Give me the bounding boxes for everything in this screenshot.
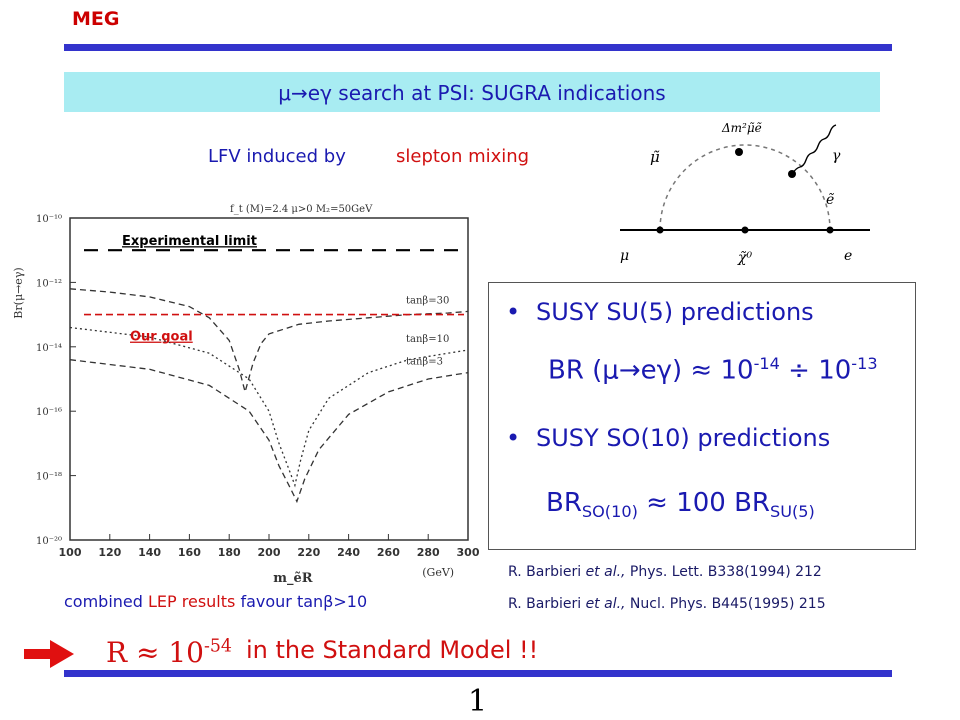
predictions-box bbox=[488, 282, 916, 550]
vertex-mid bbox=[741, 226, 749, 234]
vertex-left bbox=[656, 226, 664, 234]
chart-header: f_t (M)=2.4 μ>0 M₂=50GeV bbox=[230, 204, 373, 215]
x-tick-label: 140 bbox=[138, 546, 161, 559]
series-label-1: tanβ=30 bbox=[406, 295, 449, 306]
series-line-3 bbox=[69, 359, 469, 504]
annotation-label-2: Our goal bbox=[130, 330, 193, 345]
title-bar: μ→eγ search at PSI: SUGRA indications bbox=[64, 72, 880, 112]
label-muon: μ bbox=[620, 248, 629, 264]
x-tick-label: 240 bbox=[337, 546, 360, 559]
slide-title: μ→eγ search at PSI: SUGRA indications bbox=[278, 81, 666, 105]
series-line-2 bbox=[69, 326, 469, 488]
br-vs-mass-chart: f_t (M)=2.4 μ>0 M₂=50GeV 100 120 140 160 180 2… bbox=[12, 204, 480, 586]
scalar-loop bbox=[659, 144, 831, 231]
top-rule bbox=[64, 44, 892, 51]
x-tick-label: 280 bbox=[417, 546, 440, 559]
label-photon: γ bbox=[832, 148, 841, 164]
x-tick-label: 200 bbox=[258, 546, 281, 559]
y-tick-label: 10⁻¹² bbox=[36, 278, 62, 289]
label-electron: e bbox=[844, 248, 852, 264]
lfv-highlight: slepton mixing bbox=[396, 146, 530, 167]
x-tick-label: 180 bbox=[218, 546, 241, 559]
annotation-label-1: Experimental limit bbox=[122, 234, 257, 249]
y-tick-label: 10⁻¹⁸ bbox=[36, 472, 62, 483]
reference-1: R. Barbieri et al., Phys. Lett. B338(199… bbox=[508, 564, 822, 580]
so10-title: SUSY SO(10) predictions bbox=[536, 424, 831, 452]
lfv-prefix: LFV induced by bbox=[208, 146, 346, 167]
reference-2: R. Barbieri et al., Nucl. Phys. B445(199… bbox=[508, 596, 826, 612]
x-tick-label: 160 bbox=[178, 546, 201, 559]
y-axis-label: Br(μ→eγ) bbox=[12, 267, 25, 318]
x-tick-label: 100 bbox=[59, 546, 82, 559]
su5-formula: BR (μ→eγ) ≈ 10-14 ÷ 10-13 bbox=[548, 354, 878, 386]
series-label-3: tanβ=3 bbox=[406, 357, 443, 368]
label-smuon: μ̃ bbox=[650, 148, 660, 166]
y-tick-label: 10⁻¹⁴ bbox=[36, 343, 62, 354]
x-axis-label: m_ẽR bbox=[273, 571, 313, 586]
label-neutralino: χ̃⁰ bbox=[737, 250, 752, 266]
red-arrow-icon bbox=[24, 640, 74, 668]
y-tick-label: 10⁻¹⁰ bbox=[36, 214, 62, 225]
y-tick-label: 10⁻²⁰ bbox=[36, 536, 62, 547]
bullet-so10: • bbox=[506, 424, 521, 452]
x-tick-label: 120 bbox=[98, 546, 121, 559]
mass-insertion-dot bbox=[735, 148, 743, 156]
x-tick-label: 220 bbox=[297, 546, 320, 559]
lep-caption: combined LEP results favour tanβ>10 bbox=[64, 592, 368, 611]
x-tick-label: 300 bbox=[457, 546, 480, 559]
bullet-su5: • bbox=[506, 298, 521, 326]
header-label: MEG bbox=[72, 8, 120, 30]
label-mass-insertion: Δm²μ̃ẽ bbox=[721, 121, 762, 135]
vertex-right bbox=[826, 226, 834, 234]
plot-frame bbox=[69, 217, 469, 541]
x-tick-label: 260 bbox=[377, 546, 400, 559]
feynman-diagram: μ̃ Δm²μ̃ẽ γ ẽ μ χ̃⁰ e bbox=[620, 121, 870, 266]
sm-text: in the Standard Model !! bbox=[246, 636, 539, 664]
bottom-rule bbox=[64, 670, 892, 677]
series-label-2: tanβ=10 bbox=[406, 334, 449, 345]
sm-formula: R ≈ 10-54 bbox=[106, 636, 232, 669]
x-axis-unit: (GeV) bbox=[422, 566, 454, 579]
y-tick-label: 10⁻¹⁶ bbox=[36, 407, 62, 418]
su5-title: SUSY SU(5) predictions bbox=[536, 298, 814, 326]
label-selectron: ẽ bbox=[826, 192, 835, 208]
page-number: 1 bbox=[468, 684, 488, 719]
so10-formula: BRSO(10) ≈ 100 BRSU(5) bbox=[546, 488, 815, 522]
photon-line bbox=[791, 124, 837, 175]
